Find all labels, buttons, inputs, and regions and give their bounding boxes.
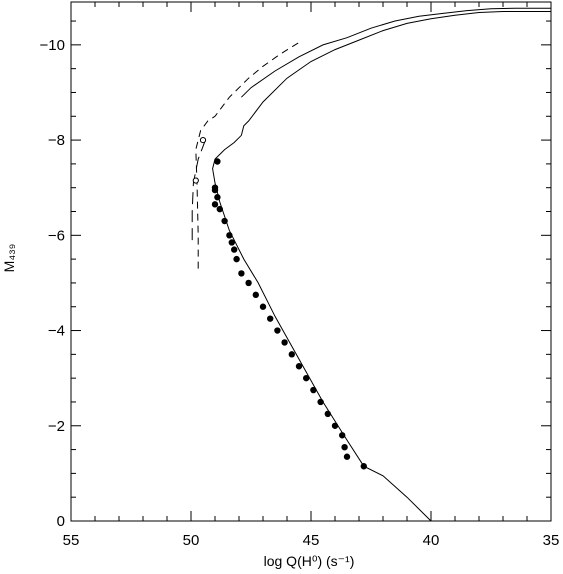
filled-point (274, 327, 281, 334)
filled-point (310, 386, 317, 394)
filled-point (211, 184, 219, 191)
filled-point (252, 291, 259, 299)
filled-point (360, 463, 367, 470)
y-tick-label: −4 (48, 323, 65, 340)
plot-frame (70, 1, 552, 522)
y-axis-ticks: 0 −2 −4 −6 −8 −10 (40, 20, 551, 530)
filled-point (295, 363, 303, 370)
filled-point (259, 303, 267, 310)
filled-point (341, 443, 348, 451)
filled-point (214, 158, 221, 165)
open-point (199, 136, 207, 144)
x-tick-label: 55 (63, 532, 80, 549)
filled-point (214, 194, 221, 201)
filled-point (267, 315, 274, 322)
filled-point (231, 246, 238, 253)
y-tick-label: −10 (40, 37, 65, 54)
x-tick-label: 40 (423, 532, 440, 549)
filled-point (228, 239, 235, 246)
filled-point (324, 410, 331, 418)
x-tick-label: 35 (543, 532, 560, 549)
filled-point (226, 232, 233, 239)
filled-point (211, 201, 219, 208)
filled-point (288, 351, 295, 358)
y-tick-label: −6 (48, 227, 65, 244)
filled-points (211, 158, 367, 470)
plot-border (70, 1, 552, 522)
series-line-4 (191, 139, 206, 241)
y-tick-label: −2 (48, 418, 65, 435)
open-points (192, 136, 207, 184)
filled-point (303, 374, 310, 382)
y-tick-label: −8 (48, 132, 65, 149)
filled-point (238, 270, 245, 277)
filled-point (233, 255, 240, 263)
filled-point (343, 453, 351, 460)
series-line-3 (195, 42, 300, 269)
y-tick-label: 0 (57, 513, 65, 530)
series-lines (191, 7, 551, 522)
filled-point (281, 339, 288, 346)
filled-point (245, 279, 252, 287)
y-axis-label: M₄₃₉ (1, 244, 17, 273)
filled-point (317, 398, 324, 406)
filled-point (339, 432, 346, 439)
series-line-1 (212, 11, 551, 522)
x-tick-label: 50 (183, 532, 200, 549)
x-axis-label: log Q(H⁰) (s⁻¹) (264, 553, 355, 569)
x-axis-ticks: 55 50 45 40 35 (63, 2, 560, 549)
filled-point (216, 205, 223, 213)
open-point (192, 177, 199, 184)
x-tick-label: 45 (303, 532, 320, 549)
series-line-2 (241, 7, 551, 98)
filled-point (331, 422, 339, 429)
filled-point (221, 217, 228, 225)
